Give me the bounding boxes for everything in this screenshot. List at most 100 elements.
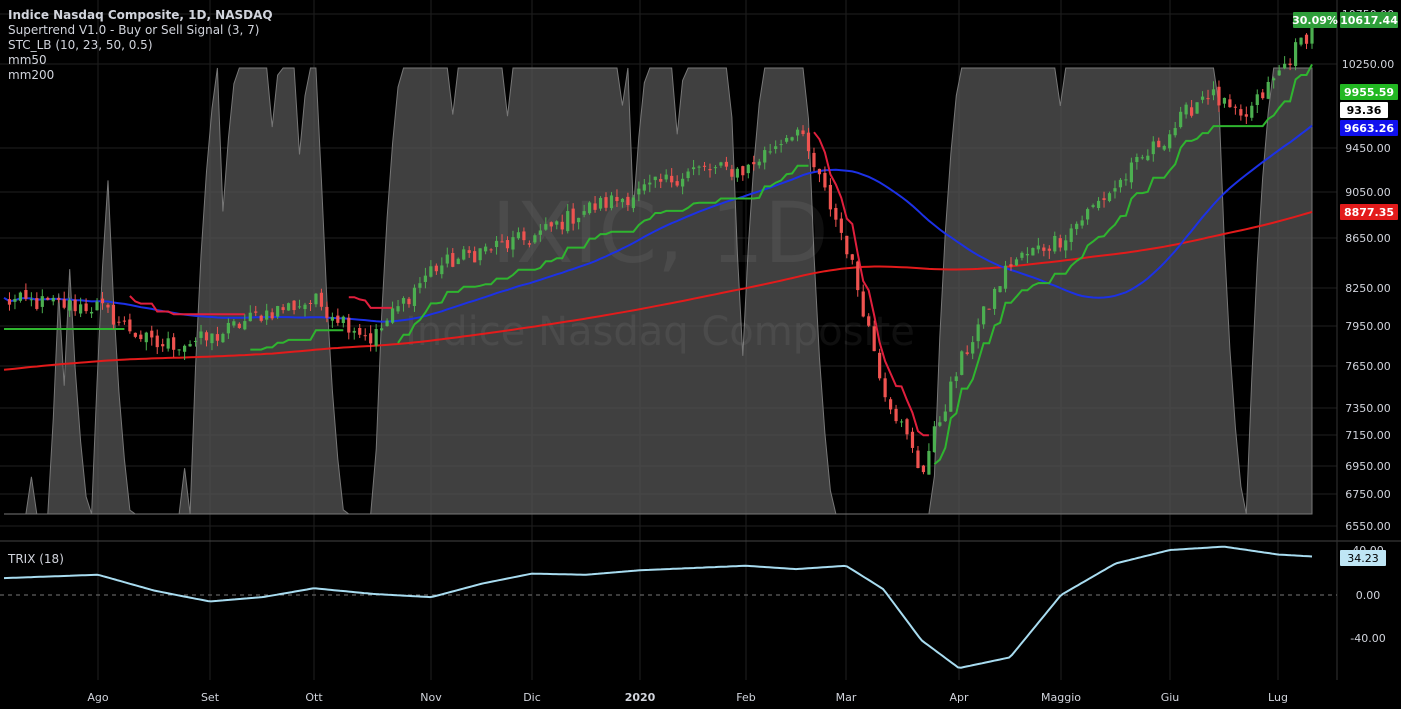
trix-legend[interactable]: TRIX (18) xyxy=(8,552,64,566)
candles xyxy=(7,21,1314,475)
candle-body xyxy=(1080,220,1084,226)
candle-body xyxy=(161,344,165,347)
badge-text-mm200: 8877.35 xyxy=(1344,206,1394,219)
candle-body xyxy=(686,171,690,179)
candle-body xyxy=(352,330,356,333)
candle-body xyxy=(1173,128,1177,136)
candle-body xyxy=(741,166,745,176)
legend-mm200[interactable]: mm200 xyxy=(8,68,55,82)
candle-body xyxy=(971,342,975,354)
candle-body xyxy=(1096,200,1101,209)
candle-body xyxy=(303,304,307,310)
badge-text-change: 30.09% xyxy=(1292,14,1338,27)
candle-body xyxy=(626,196,630,206)
candle-body xyxy=(183,345,187,352)
candle-body xyxy=(155,335,159,348)
time-tick-label: Giu xyxy=(1161,691,1180,704)
candle-body xyxy=(1014,259,1019,266)
time-tick-label: Ott xyxy=(305,691,323,704)
candle-body xyxy=(1228,99,1232,108)
candle-body xyxy=(817,168,822,175)
candle-body xyxy=(1124,179,1128,181)
candle-body xyxy=(615,196,619,202)
candle-body xyxy=(965,352,969,354)
candle-body xyxy=(943,411,947,422)
candle-body xyxy=(259,315,263,321)
candle-body xyxy=(757,161,761,166)
candle-body xyxy=(560,221,564,230)
candle-body xyxy=(456,258,460,265)
candle-body xyxy=(40,296,44,307)
mm200-line xyxy=(3,210,1313,371)
legend-supertrend[interactable]: Supertrend V1.0 - Buy or Sell Signal (3,… xyxy=(8,23,260,37)
candle-body xyxy=(867,316,871,326)
candle-body xyxy=(358,328,362,335)
candle-body xyxy=(1239,109,1243,116)
candle-body xyxy=(1200,96,1205,100)
time-tick-label: Dic xyxy=(523,691,541,704)
candle-body xyxy=(719,162,723,166)
candle-body xyxy=(347,317,351,333)
candle-body xyxy=(62,299,66,308)
candle-body xyxy=(828,184,832,210)
candle-body xyxy=(992,288,997,309)
candle-body xyxy=(1118,179,1123,188)
badge-change xyxy=(1293,12,1337,28)
candle-body xyxy=(1020,252,1024,258)
price-tick-label: 10250.00 xyxy=(1342,58,1395,71)
candle-body xyxy=(13,298,17,302)
candle-body xyxy=(1179,111,1183,128)
candle-body xyxy=(215,334,220,341)
candle-body xyxy=(735,168,739,178)
candle-body xyxy=(555,221,559,225)
candle-body xyxy=(1206,98,1210,100)
candle-body xyxy=(795,129,800,136)
candle-body xyxy=(976,324,980,342)
candle-body xyxy=(549,222,553,227)
candle-body xyxy=(1025,253,1030,256)
candle-body xyxy=(724,161,729,167)
candle-body xyxy=(533,235,537,243)
candle-body xyxy=(949,381,953,412)
candle-body xyxy=(1195,102,1199,114)
candle-body xyxy=(899,421,904,423)
candle-body xyxy=(68,299,72,311)
candle-body xyxy=(380,328,384,331)
candle-body xyxy=(702,165,707,167)
candle-body xyxy=(374,329,378,346)
candle-body xyxy=(434,265,438,272)
price-tick-label: 8250.00 xyxy=(1345,282,1391,295)
candle-body xyxy=(1102,198,1106,201)
candle-body xyxy=(511,237,515,250)
price-tick-label: 9450.00 xyxy=(1345,142,1391,155)
price-tick-label: 6550.00 xyxy=(1345,520,1391,533)
candle-body xyxy=(604,197,608,208)
legend-mm50[interactable]: mm50 xyxy=(8,53,47,67)
candle-body xyxy=(484,246,488,252)
candle-body xyxy=(265,310,269,320)
candle-body xyxy=(95,301,99,311)
candle-body xyxy=(144,332,148,343)
supertrend-segment xyxy=(348,296,393,309)
candle-body xyxy=(768,151,772,153)
candle-body xyxy=(527,243,531,245)
candle-body xyxy=(938,422,942,426)
candle-body xyxy=(139,334,143,340)
candle-body xyxy=(1151,141,1155,155)
candle-body xyxy=(473,251,477,263)
candle-body xyxy=(921,465,926,473)
candle-body xyxy=(861,291,865,317)
candle-body xyxy=(631,197,635,209)
price-tick-label: 7350.00 xyxy=(1345,402,1391,415)
candle-body xyxy=(237,323,241,328)
candle-body xyxy=(292,300,296,311)
candle-body xyxy=(319,292,324,307)
candle-body xyxy=(336,315,340,323)
supertrend-segment xyxy=(250,329,344,351)
candle-body xyxy=(248,312,252,322)
legend-stc[interactable]: STC_LB (10, 23, 50, 0.5) xyxy=(8,38,153,52)
candle-body xyxy=(675,181,679,186)
candle-body xyxy=(1157,140,1161,148)
candle-body xyxy=(1064,240,1068,251)
